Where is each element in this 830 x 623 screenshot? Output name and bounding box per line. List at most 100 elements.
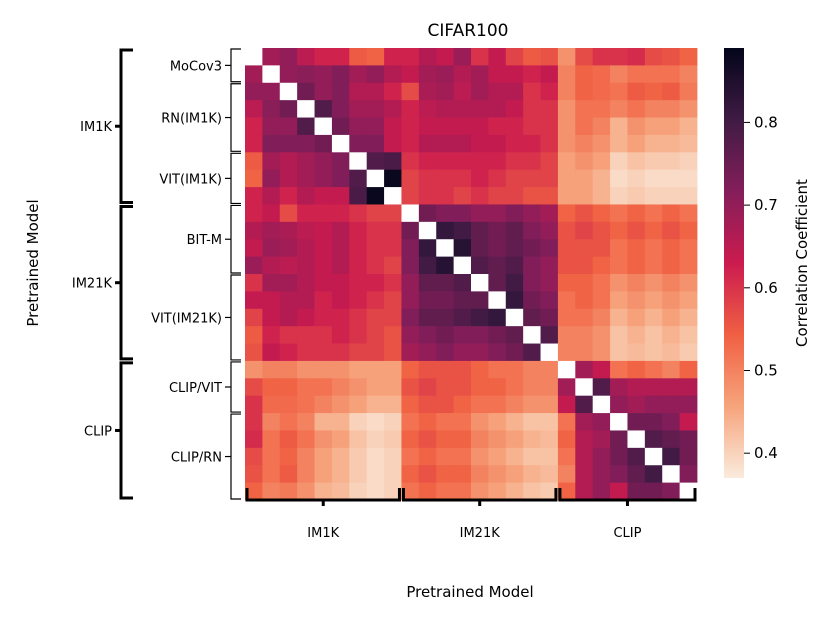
heatmap-cell xyxy=(349,430,368,449)
heatmap-cell xyxy=(401,48,420,66)
heatmap-cell xyxy=(662,308,681,327)
heatmap-cell xyxy=(366,308,385,327)
heatmap-cell xyxy=(505,291,524,310)
row-group-label: CLIP xyxy=(84,424,112,439)
heatmap-cell xyxy=(540,395,559,414)
heatmap-cell xyxy=(592,152,611,171)
heatmap-cell xyxy=(436,413,455,431)
heatmap-cell xyxy=(505,360,524,379)
heatmap-cell xyxy=(401,308,420,327)
heatmap-cell xyxy=(314,430,333,449)
heatmap-cell xyxy=(366,326,385,344)
heatmap-cell xyxy=(540,308,559,327)
heatmap-cell xyxy=(592,117,611,136)
heatmap-cell xyxy=(557,378,576,397)
heatmap-cell xyxy=(297,274,315,292)
heatmap-cell xyxy=(279,378,298,397)
heatmap-cell xyxy=(262,465,281,484)
heatmap-cell xyxy=(471,256,489,275)
heatmap-cell xyxy=(262,360,281,379)
heatmap-cell xyxy=(679,204,698,223)
heatmap-cell xyxy=(488,291,507,310)
heatmap-cell xyxy=(557,117,576,136)
heatmap-cell xyxy=(331,482,350,501)
heatmap-cell xyxy=(540,447,559,466)
heatmap-cell xyxy=(644,65,663,84)
heatmap-cell xyxy=(297,465,315,484)
heatmap-cell xyxy=(453,360,472,379)
heatmap-cell xyxy=(557,65,576,84)
heatmap-cell xyxy=(418,134,437,153)
heatmap-cell xyxy=(505,221,524,240)
heatmap-cell xyxy=(453,204,472,223)
heatmap-cell xyxy=(314,308,333,327)
heatmap-cell xyxy=(349,65,368,84)
heatmap-cell xyxy=(610,291,628,310)
heatmap-cell xyxy=(523,82,541,101)
heatmap-cell xyxy=(679,274,698,292)
heatmap-cell xyxy=(297,430,315,449)
heatmap-cell xyxy=(662,274,681,292)
heatmap-cell xyxy=(557,169,576,188)
heatmap-cell xyxy=(245,65,263,84)
heatmap-cell xyxy=(279,169,298,188)
heatmap-cell xyxy=(314,134,333,153)
heatmap-cell xyxy=(436,187,455,205)
heatmap-cell xyxy=(488,117,507,136)
heatmap-cell xyxy=(610,256,628,275)
heatmap-cell xyxy=(401,65,420,84)
heatmap-cell xyxy=(575,274,594,292)
heatmap-cell xyxy=(453,221,472,240)
heatmap-cell xyxy=(505,326,524,344)
heatmap-cell xyxy=(610,378,628,397)
heatmap-cell xyxy=(245,378,263,397)
heatmap-cell xyxy=(384,378,402,397)
heatmap-cell xyxy=(279,239,298,258)
heatmap-cell xyxy=(540,326,559,344)
heatmap-cell xyxy=(453,378,472,397)
heatmap-cell xyxy=(592,239,611,258)
heatmap-cell xyxy=(592,291,611,310)
heatmap-cell xyxy=(384,482,402,501)
heatmap-cell xyxy=(297,82,315,101)
heatmap-cell xyxy=(262,482,281,501)
heatmap-cell xyxy=(610,100,628,118)
heatmap-cell xyxy=(262,343,281,362)
heatmap-cell xyxy=(575,204,594,223)
heatmap-cell xyxy=(592,48,611,66)
heatmap-cell xyxy=(488,413,507,431)
heatmap-cell xyxy=(471,308,489,327)
row-group-bracket xyxy=(119,48,133,204)
heatmap-cell xyxy=(488,256,507,275)
heatmap-cell xyxy=(592,395,611,414)
heatmap-cell xyxy=(331,413,350,431)
heatmap-cell xyxy=(540,413,559,431)
heatmap-cell xyxy=(540,187,559,205)
heatmap-cell xyxy=(436,308,455,327)
heatmap-cell xyxy=(679,360,698,379)
heatmap-cell xyxy=(557,447,576,466)
heatmap-cell xyxy=(366,221,385,240)
heatmap-cell xyxy=(436,82,455,101)
heatmap-cell xyxy=(453,291,472,310)
heatmap-cell xyxy=(575,221,594,240)
heatmap-cell xyxy=(418,187,437,205)
heatmap-cell xyxy=(279,152,298,171)
heatmap-cell xyxy=(644,465,663,484)
heatmap-cell xyxy=(644,169,663,188)
heatmap-cell xyxy=(610,187,628,205)
heatmap-cell xyxy=(592,482,611,501)
heatmap-cell xyxy=(540,274,559,292)
heatmap-cell xyxy=(418,430,437,449)
heatmap-cell xyxy=(505,48,524,66)
heatmap-cell xyxy=(505,187,524,205)
heatmap-cell xyxy=(314,204,333,223)
heatmap-cell xyxy=(349,187,368,205)
heatmap-cell xyxy=(436,465,455,484)
heatmap-cell xyxy=(453,117,472,136)
heatmap-cell xyxy=(644,413,663,431)
heatmap-cell xyxy=(540,256,559,275)
heatmap-cell xyxy=(523,152,541,171)
heatmap-cell xyxy=(384,465,402,484)
